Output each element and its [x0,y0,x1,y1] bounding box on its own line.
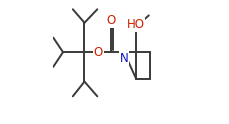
Text: N: N [120,52,128,65]
Text: O: O [94,46,103,59]
Text: O: O [107,14,116,27]
Text: HO: HO [127,18,145,31]
